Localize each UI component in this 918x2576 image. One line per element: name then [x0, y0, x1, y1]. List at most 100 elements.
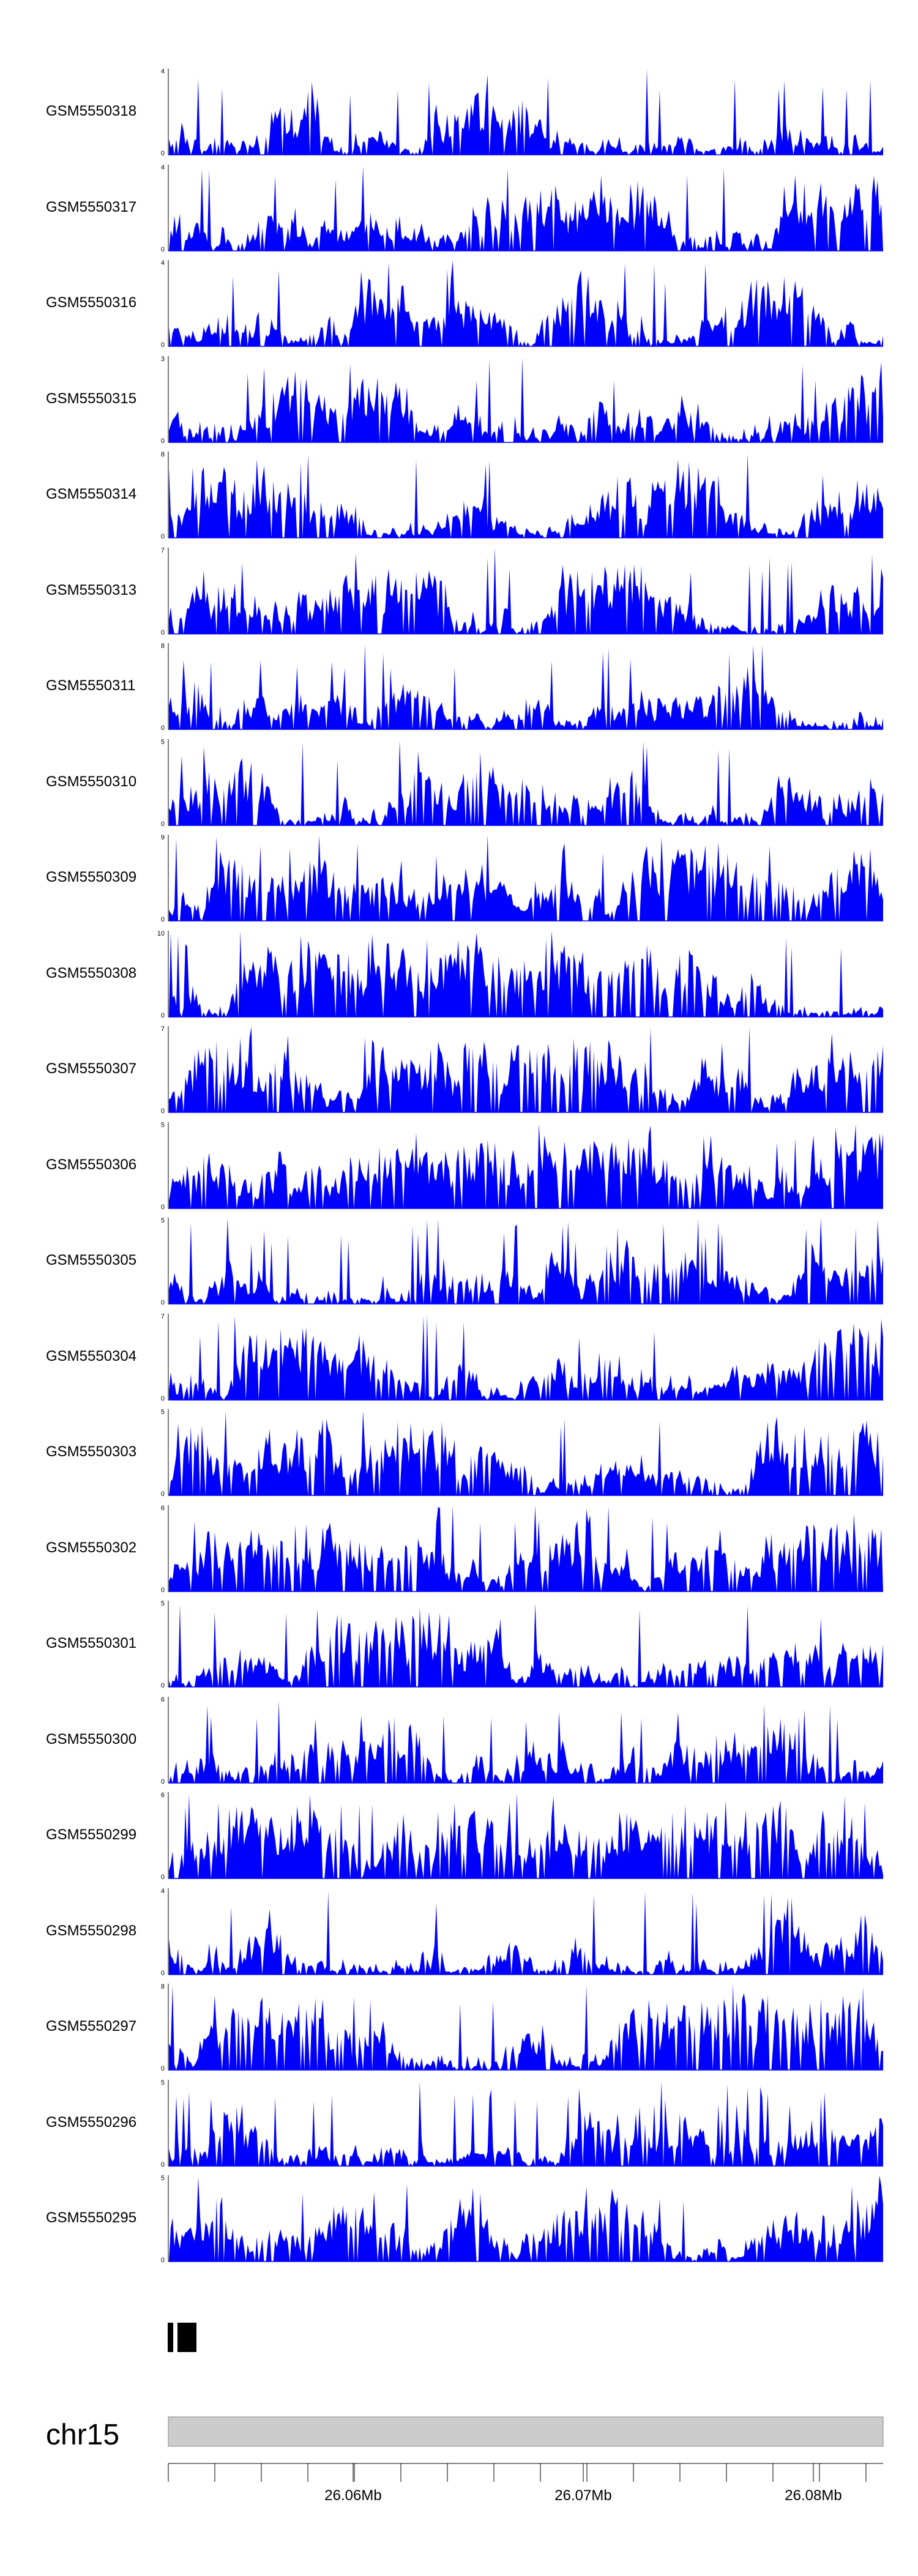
track-label: GSM5550309 [46, 869, 137, 885]
track-GSM5550309: GSM5550309 9 0 [0, 833, 918, 929]
track-plot: 50 [161, 1600, 883, 1689]
track-plot: 30 [161, 356, 883, 445]
track-label: GSM5550310 [46, 773, 137, 790]
coverage-area [169, 930, 883, 1017]
track-plot: 50 [161, 1217, 883, 1306]
track-label: GSM5550303 [46, 1443, 137, 1460]
track-GSM5550305: GSM5550305 5 0 [0, 1216, 918, 1312]
track-label: GSM5550299 [46, 1826, 137, 1843]
track-plot: 50 [161, 2175, 883, 2264]
track-GSM5550302: GSM5550302 6 0 [0, 1504, 918, 1599]
y-tick-max: 5 [161, 2175, 165, 2182]
y-tick-max: 6 [161, 1792, 165, 1799]
track-label: GSM5550317 [46, 198, 137, 215]
track-label: GSM5550313 [46, 581, 137, 598]
y-tick-zero: 0 [161, 2161, 165, 2168]
track-GSM5550301: GSM5550301 5 0 [0, 1599, 918, 1695]
track-GSM5550295: GSM5550295 5 0 [0, 2174, 918, 2269]
coverage-area [169, 1505, 883, 1591]
track-GSM5550304: GSM5550304 7 0 [0, 1312, 918, 1408]
coverage-area [169, 547, 883, 634]
coverage-area [169, 740, 883, 825]
y-tick-max: 5 [161, 1409, 165, 1416]
gene-annotation-track [168, 2323, 196, 2352]
track-label: GSM5550297 [46, 2018, 137, 2034]
track-GSM5550306: GSM5550306 5 0 [0, 1121, 918, 1216]
genomic-tick-label: 26.06Mb [324, 2487, 381, 2504]
track-GSM5550311: GSM5550311 8 0 [0, 642, 918, 737]
gene-exon-1 [168, 2323, 173, 2352]
coverage-area [169, 1123, 883, 1208]
y-tick-zero: 0 [161, 2257, 165, 2264]
y-tick-zero: 0 [161, 1682, 165, 1689]
y-tick-zero: 0 [161, 1778, 165, 1785]
y-tick-zero: 0 [161, 916, 165, 923]
track-GSM5550303: GSM5550303 5 0 [0, 1408, 918, 1503]
y-tick-zero: 0 [161, 341, 165, 349]
track-GSM5550298: GSM5550298 4 0 [0, 1887, 918, 1982]
y-tick-zero: 0 [161, 246, 165, 253]
track-plot: 60 [161, 1792, 883, 1881]
y-tick-zero: 0 [161, 821, 165, 828]
y-tick-zero: 0 [161, 1395, 165, 1402]
y-tick-max: 8 [161, 1983, 165, 1990]
y-tick-zero: 0 [161, 1012, 165, 1019]
coverage-area [169, 2175, 883, 2261]
track-GSM5550308: GSM5550308 10 0 [0, 929, 918, 1025]
y-tick-zero: 0 [161, 533, 165, 540]
track-plot: 40 [161, 68, 883, 157]
y-tick-max: 7 [161, 547, 165, 554]
track-GSM5550315: GSM5550315 3 0 [0, 355, 918, 450]
y-tick-max: 4 [161, 164, 165, 171]
track-GSM5550300: GSM5550300 6 0 [0, 1696, 918, 1791]
track-plot: 50 [161, 739, 883, 828]
track-plot: 40 [161, 259, 883, 349]
y-tick-max: 5 [161, 1122, 165, 1129]
coverage-area [169, 835, 883, 921]
coverage-area [169, 1700, 883, 1783]
track-plot: 70 [161, 1026, 883, 1115]
track-label: GSM5550314 [46, 486, 137, 502]
chromosome-label: chr15 [46, 2419, 120, 2451]
y-tick-max: 7 [161, 1026, 165, 1033]
track-plot: 70 [161, 547, 883, 636]
coverage-area [169, 69, 883, 155]
coverage-area [169, 1218, 883, 1304]
coverage-area [169, 357, 883, 442]
coverage-area [169, 1603, 883, 1687]
track-label: GSM5550315 [46, 390, 137, 407]
y-tick-max: 6 [161, 1696, 165, 1703]
track-plot: 40 [161, 1888, 883, 1977]
track-label: GSM5550304 [46, 1347, 137, 1364]
genomic-tick-label: 26.07Mb [554, 2487, 611, 2504]
coverage-area [169, 644, 883, 729]
coverage-area [169, 453, 883, 538]
y-tick-zero: 0 [161, 1204, 165, 1211]
coverage-area [169, 1792, 883, 1878]
coverage-tracks: GSM5550318 4 0 GSM5550317 4 0 GSM5550316 4 0 GSM5… [0, 67, 918, 2264]
coverage-area [169, 1410, 883, 1495]
track-label: GSM5550301 [46, 1635, 137, 1651]
y-tick-zero: 0 [161, 1874, 165, 1881]
y-tick-max: 4 [161, 259, 165, 267]
y-tick-max: 9 [161, 834, 165, 841]
track-GSM5550318: GSM5550318 4 0 [0, 67, 918, 163]
track-GSM5550317: GSM5550317 4 0 [0, 163, 918, 259]
y-tick-max: 4 [161, 68, 165, 75]
track-plot: 80 [161, 642, 883, 732]
coverage-area [169, 1984, 883, 2070]
coverage-area [169, 2081, 883, 2166]
y-tick-max: 5 [161, 1600, 165, 1607]
y-tick-max: 5 [161, 1217, 165, 1224]
track-label: GSM5550300 [46, 1730, 137, 1748]
y-tick-max: 4 [161, 1888, 165, 1895]
track-plot: 50 [161, 2079, 883, 2168]
track-label: GSM5550305 [46, 1252, 137, 1268]
y-tick-zero: 0 [161, 724, 165, 732]
y-tick-zero: 0 [161, 1299, 165, 1306]
y-tick-max: 10 [157, 930, 165, 937]
track-plot: 70 [161, 1313, 883, 1402]
chromosome-axis: 26.06Mb 26.07Mb 26.08Mb [168, 2416, 884, 2504]
track-GSM5550307: GSM5550307 7 0 [0, 1025, 918, 1120]
track-GSM5550296: GSM5550296 5 0 [0, 2079, 918, 2174]
